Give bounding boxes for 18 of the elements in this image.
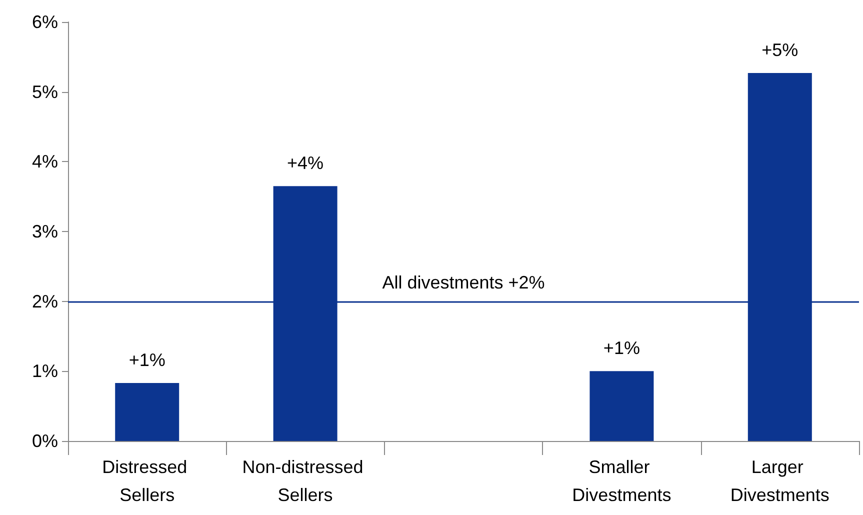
y-tick-label: 5% — [32, 82, 58, 102]
data-label: +5% — [762, 40, 798, 60]
y-tick-label: 0% — [32, 431, 58, 451]
y-tick-label: 4% — [32, 152, 58, 172]
x-tick-label: Non-distressed Sellers — [242, 457, 368, 505]
bar — [590, 371, 654, 441]
y-tick-label: 1% — [32, 361, 58, 382]
y-tick-label: 3% — [32, 222, 58, 242]
bar — [115, 383, 180, 441]
data-label: +1% — [603, 338, 640, 358]
x-tick-label: Smaller Divestments — [572, 457, 672, 505]
data-label: +1% — [128, 350, 166, 370]
x-tick-label: Distressed Sellers — [102, 457, 192, 505]
data-label: +4% — [287, 153, 324, 174]
y-tick-label: 2% — [32, 291, 58, 312]
x-tick-label: Larger Divestments — [730, 457, 830, 505]
ref-line-label: All divestments +2% — [382, 272, 545, 292]
y-tick-label: 6% — [32, 12, 58, 32]
